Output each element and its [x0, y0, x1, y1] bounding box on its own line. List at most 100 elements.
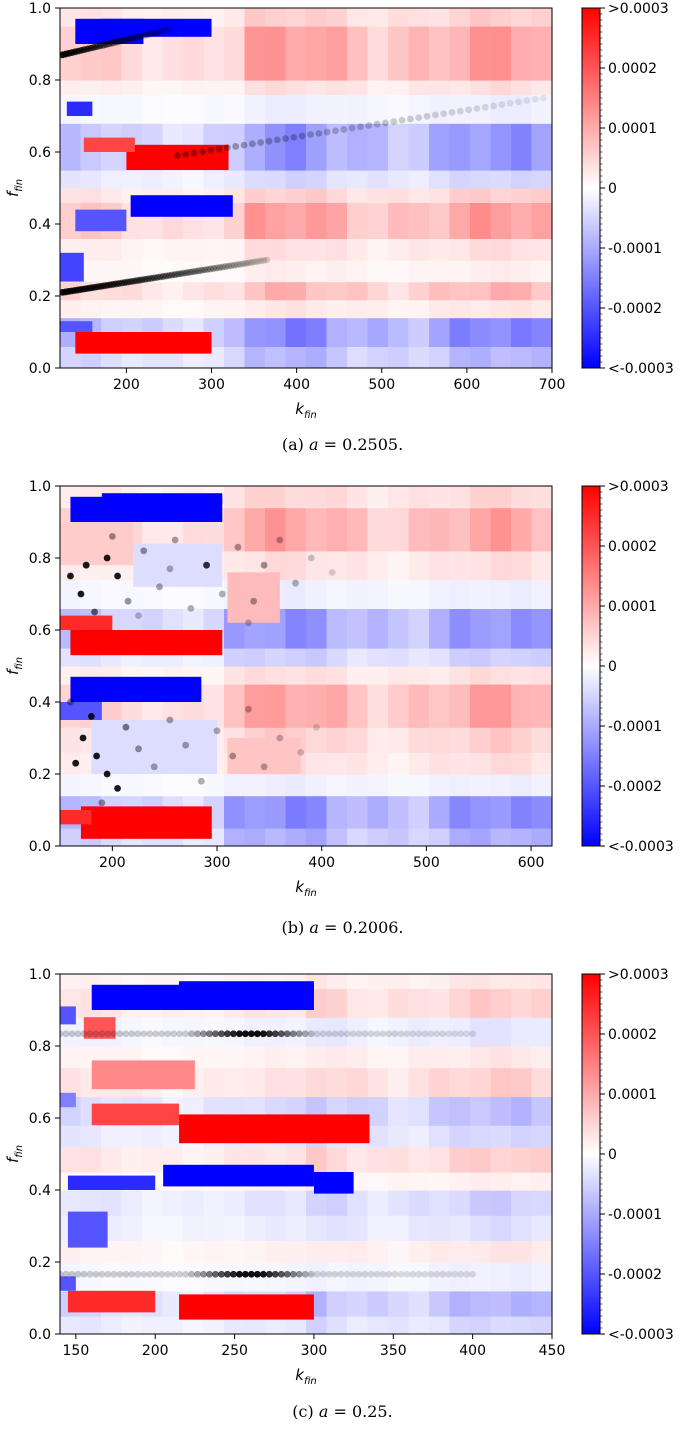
heatmap-cell — [306, 1190, 328, 1216]
heatmap-cell — [449, 80, 471, 95]
heatmap-cell — [183, 774, 205, 797]
heatmap-cell — [470, 1125, 492, 1148]
heatmap-cell — [162, 1190, 184, 1216]
heatmap-cell — [531, 26, 552, 81]
heatmap-cell — [367, 1290, 389, 1317]
data-point — [207, 265, 214, 273]
heatmap-cell — [347, 486, 369, 509]
heatmap-cell — [470, 281, 492, 301]
data-point — [98, 1030, 106, 1038]
heatmap-cell — [367, 550, 389, 581]
heatmap-cell — [347, 1316, 369, 1334]
data-point — [463, 1270, 471, 1278]
heatmap-cell — [183, 1017, 205, 1047]
heatmap-cell — [490, 974, 512, 989]
plot-frame — [59, 7, 553, 369]
y-tick-label: 1.0 — [29, 479, 51, 495]
data-point — [153, 29, 160, 36]
heatmap-cell — [101, 1146, 123, 1173]
heatmap-cell — [429, 94, 451, 124]
heatmap-cell — [408, 299, 430, 319]
heatmap-cell — [162, 1290, 184, 1317]
data-point — [263, 256, 271, 264]
heatmap-cell — [429, 648, 451, 667]
heatmap-cell — [224, 684, 246, 728]
data-point — [195, 267, 203, 275]
data-point — [398, 116, 406, 124]
data-point — [289, 1030, 297, 1038]
heatmap-cell — [101, 188, 123, 203]
heatmap-cell — [121, 80, 143, 95]
heatmap-cell — [285, 486, 307, 509]
heatmap-cell — [224, 123, 246, 171]
heatmap-cell — [326, 94, 348, 124]
y-tick-label: 0.2 — [29, 767, 51, 783]
data-point — [367, 1270, 375, 1278]
data-point — [135, 745, 142, 753]
heatmap-cell — [429, 238, 451, 261]
heatmap-cell — [224, 26, 246, 81]
heatmap-cell — [429, 795, 451, 829]
data-point — [283, 1270, 291, 1278]
caption-a-value: = 0.2505. — [323, 435, 404, 454]
heatmap-cell — [347, 26, 369, 81]
heatmap-cell — [306, 828, 328, 846]
heatmap-cell — [367, 346, 389, 368]
heatmap-cell — [183, 80, 205, 95]
data-point — [240, 141, 248, 149]
heatmap-cell — [347, 299, 369, 319]
heatmap-cell — [490, 1125, 512, 1148]
heatmap-cell — [347, 727, 369, 753]
data-point — [451, 1270, 459, 1278]
heatmap-cell — [531, 1215, 552, 1241]
heatmap-cell — [449, 1125, 471, 1148]
heatmap-cell — [326, 974, 348, 989]
heatmap-cell — [429, 1125, 451, 1148]
heatmap-cell — [449, 1046, 471, 1069]
data-point — [440, 110, 448, 118]
data-point — [82, 561, 90, 569]
data-point — [182, 741, 190, 749]
heatmap-cell — [367, 317, 389, 347]
data-point — [219, 263, 226, 271]
heatmap-cell — [490, 828, 512, 846]
heatmap-cell — [60, 727, 82, 753]
data-point — [115, 38, 123, 45]
colorbar-tick-label: <-0.0003 — [608, 361, 674, 377]
data-point — [247, 1030, 255, 1038]
heatmap-cell — [429, 26, 451, 81]
heatmap-cell — [511, 1190, 533, 1216]
heatmap-cell — [490, 299, 512, 319]
data-point — [116, 1270, 124, 1278]
data-point — [257, 257, 265, 265]
data-point — [297, 749, 305, 756]
heatmap-cell — [388, 1146, 410, 1173]
heatmap-cell — [408, 170, 430, 189]
heatmap-cell — [326, 1146, 348, 1173]
heatmap-cell — [388, 608, 410, 649]
heatmap-cell — [408, 486, 430, 509]
plot-frame — [59, 973, 553, 1335]
data-point — [391, 1270, 399, 1278]
data-point — [439, 1270, 447, 1278]
heatmap-cell — [490, 1146, 512, 1173]
heatmap-cell — [80, 260, 102, 283]
x-tick-label: 250 — [221, 1343, 248, 1359]
heatmap-cell — [408, 1096, 430, 1126]
heatmap-cell — [326, 188, 348, 203]
heatmap-cell — [511, 202, 533, 239]
heatmap-cell — [490, 608, 512, 649]
heatmap-cell — [388, 1316, 410, 1334]
heatmap-cell — [285, 123, 307, 171]
colorbar-tick-label: 0 — [608, 181, 617, 197]
data-point — [265, 1270, 273, 1278]
heatmap-cell — [511, 170, 533, 189]
heatmap-cell — [80, 1125, 102, 1148]
heatmap-cell — [470, 974, 492, 989]
heatmap-cell — [347, 988, 369, 1018]
colorbar-tick-label: -0.0001 — [608, 1207, 662, 1223]
heatmap-cell — [347, 974, 369, 989]
heatmap-cell — [408, 1262, 430, 1292]
data-point — [91, 608, 98, 616]
data-point — [187, 605, 195, 612]
